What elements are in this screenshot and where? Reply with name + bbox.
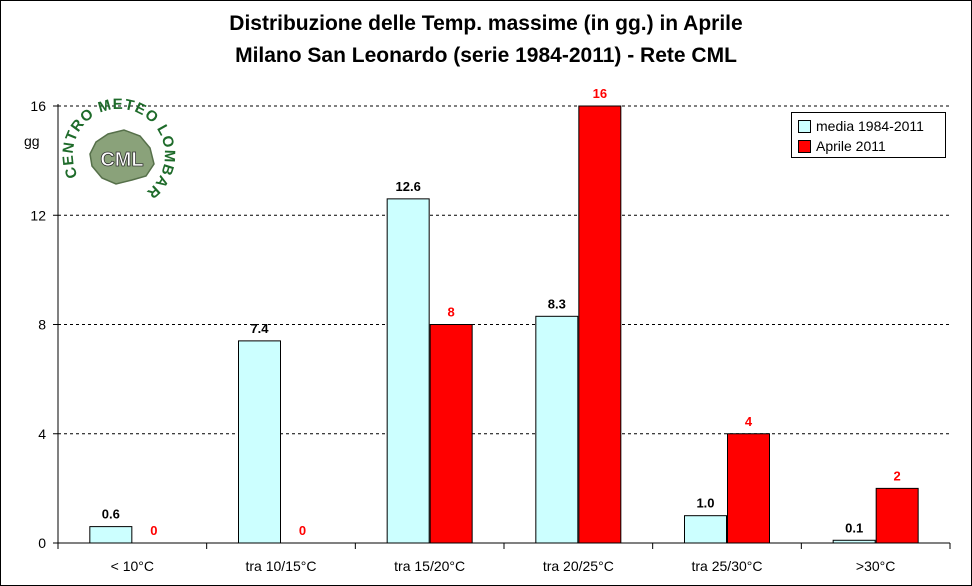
x-tick-label-1: tra 10/15°C [246, 558, 317, 574]
y-tick-label-0: 0 [38, 535, 46, 551]
y-tick-label-12: 12 [30, 207, 46, 223]
bar-aprile-5 [875, 487, 919, 544]
x-tick-label-2: tra 15/20°C [394, 558, 465, 574]
legend-label-media: media 1984-2011 [816, 118, 924, 134]
bar-aprile-3 [578, 105, 622, 544]
bar-aprile-4 [727, 433, 770, 544]
axes [53, 104, 951, 549]
grid-lines [58, 105, 950, 435]
data-label-aprile-3: 16 [593, 86, 607, 101]
x-tick-label-0: < 10°C [111, 558, 154, 574]
chart-subtitle: Milano San Leonardo (serie 1984-2011) - … [235, 44, 737, 67]
logo-center-text: CML [100, 149, 143, 171]
legend-label-aprile: Aprile 2011 [816, 138, 886, 154]
data-label-aprile-4: 4 [745, 414, 753, 429]
chart-title: Distribuzione delle Temp. massime (in gg… [229, 12, 743, 35]
data-label-aprile-0: 0 [150, 523, 157, 538]
x-tick-label-4: tra 25/30°C [692, 558, 763, 574]
data-label-aprile-2: 8 [448, 305, 455, 320]
bar-media-0 [89, 526, 133, 544]
y-tick-label-8: 8 [38, 317, 46, 333]
data-label-aprile-1: 0 [299, 523, 306, 538]
data-label-media-0: 0.6 [102, 507, 120, 522]
y-axis-label: gg [24, 133, 40, 149]
data-label-media-3: 8.3 [548, 296, 566, 311]
bar-media-1 [238, 340, 281, 544]
x-tick-label-5: >30°C [856, 558, 895, 574]
data-label-media-1: 7.4 [250, 321, 269, 336]
data-label-aprile-5: 2 [894, 468, 901, 483]
bar-media-3 [535, 315, 579, 544]
legend: media 1984-2011 Aprile 2011 [791, 112, 946, 158]
cml-logo-icon: CENTRO METEO LOMBARDO CML [52, 83, 177, 202]
legend-item-media: media 1984-2011 [798, 117, 924, 135]
bar-aprile-2 [429, 324, 473, 544]
bar-media-2 [386, 198, 430, 544]
labels: 0.6 0 < 10°C 7.4 0 tra 10/15°C 12.6 8 tra 15/20°… [24, 86, 901, 574]
cml-logo: CENTRO METEO LOMBARDO CML [52, 83, 182, 220]
data-label-media-5: 0.1 [845, 520, 863, 535]
bar-media-4 [684, 515, 727, 544]
legend-item-aprile: Aprile 2011 [798, 137, 886, 155]
x-tick-label-3: tra 20/25°C [543, 558, 614, 574]
legend-swatch-aprile [798, 139, 811, 153]
y-tick-label-16: 16 [30, 98, 46, 114]
y-tick-label-4: 4 [38, 426, 46, 442]
data-label-media-4: 1.0 [696, 496, 714, 511]
legend-swatch-media [798, 119, 811, 133]
bars [89, 105, 919, 544]
data-label-media-2: 12.6 [396, 179, 421, 194]
